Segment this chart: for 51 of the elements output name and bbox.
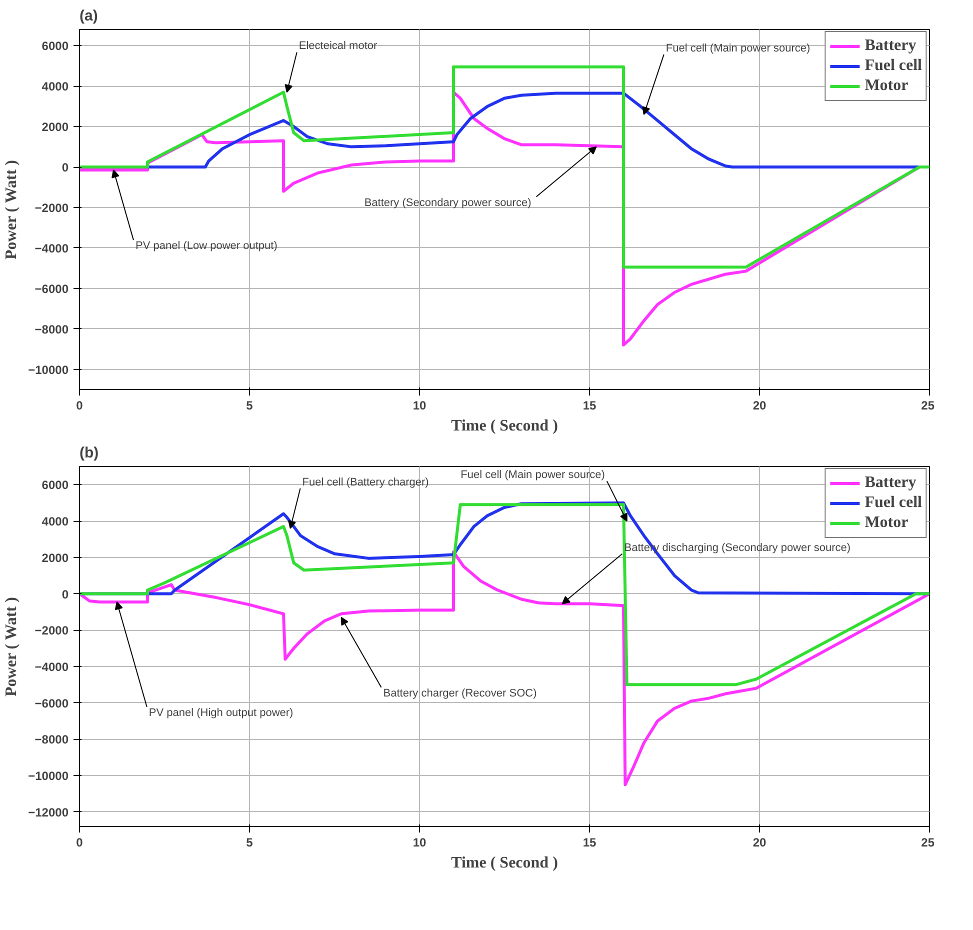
y-tick-label: 6000 <box>42 478 69 492</box>
annotation: Battery charger (Recover SOC) <box>383 687 537 700</box>
annotation: Electeical motor <box>298 40 378 52</box>
legend-label: Motor <box>864 77 908 95</box>
annotation: PV panel (High output power) <box>148 706 294 719</box>
y-tick-label: −4000 <box>34 660 69 674</box>
y-tick-label: −8000 <box>34 322 69 336</box>
x-tick-label: 10 <box>412 836 426 850</box>
annotation: Fuel cell (Main power source) <box>666 42 810 54</box>
legend-label: Fuel cell <box>864 57 922 75</box>
y-tick-label: −6000 <box>34 282 69 296</box>
y-tick-label: −6000 <box>34 696 69 710</box>
chart-title: (b) <box>80 444 99 462</box>
y-tick-label: −10000 <box>28 769 69 784</box>
y-tick-label: −10000 <box>28 362 69 377</box>
x-axis-title: Time ( Second ) <box>451 854 558 872</box>
annotation: PV panel (Low power output) <box>136 240 278 252</box>
x-tick-label: 0 <box>76 836 84 850</box>
y-tick-label: 2000 <box>42 550 69 565</box>
y-tick-label: 6000 <box>42 39 69 54</box>
y-axis-title: Power ( Watt ) <box>3 160 20 260</box>
y-tick-label: 4000 <box>42 514 69 529</box>
y-tick-label: 2000 <box>42 120 69 134</box>
y-tick-label: 0 <box>62 587 69 602</box>
x-tick-label: 25 <box>921 836 935 850</box>
x-tick-label: 20 <box>752 398 766 412</box>
x-tick-label: 5 <box>246 398 254 412</box>
x-tick-label: 15 <box>582 836 596 850</box>
y-tick-label: −4000 <box>34 241 69 256</box>
legend-label: Battery <box>864 37 916 55</box>
x-tick-label: 0 <box>76 398 84 412</box>
y-tick-label: −2000 <box>34 200 69 215</box>
y-tick-label: 0 <box>62 160 69 175</box>
legend-label: Fuel cell <box>864 494 922 512</box>
x-tick-label: 20 <box>752 836 766 850</box>
annotation: Fuel cell (Battery charger) <box>302 476 429 488</box>
x-tick-label: 5 <box>246 836 254 850</box>
annotation: Fuel cell (Main power source) <box>460 469 605 482</box>
y-tick-label: −12000 <box>28 805 69 820</box>
y-tick-label: −8000 <box>34 732 69 747</box>
x-tick-label: 10 <box>412 398 426 412</box>
annotation: Battery (Secondary power source) <box>364 196 532 209</box>
x-axis-title: Time ( Second ) <box>451 418 558 434</box>
y-tick-label: 4000 <box>42 80 69 94</box>
y-axis-title: Power ( Watt ) <box>3 597 20 696</box>
x-tick-label: 15 <box>582 398 596 412</box>
x-tick-label: 25 <box>921 398 935 412</box>
chart-title: (a) <box>80 8 98 24</box>
y-tick-label: −2000 <box>34 624 69 638</box>
legend-label: Battery <box>864 474 916 492</box>
legend-label: Motor <box>864 514 908 532</box>
